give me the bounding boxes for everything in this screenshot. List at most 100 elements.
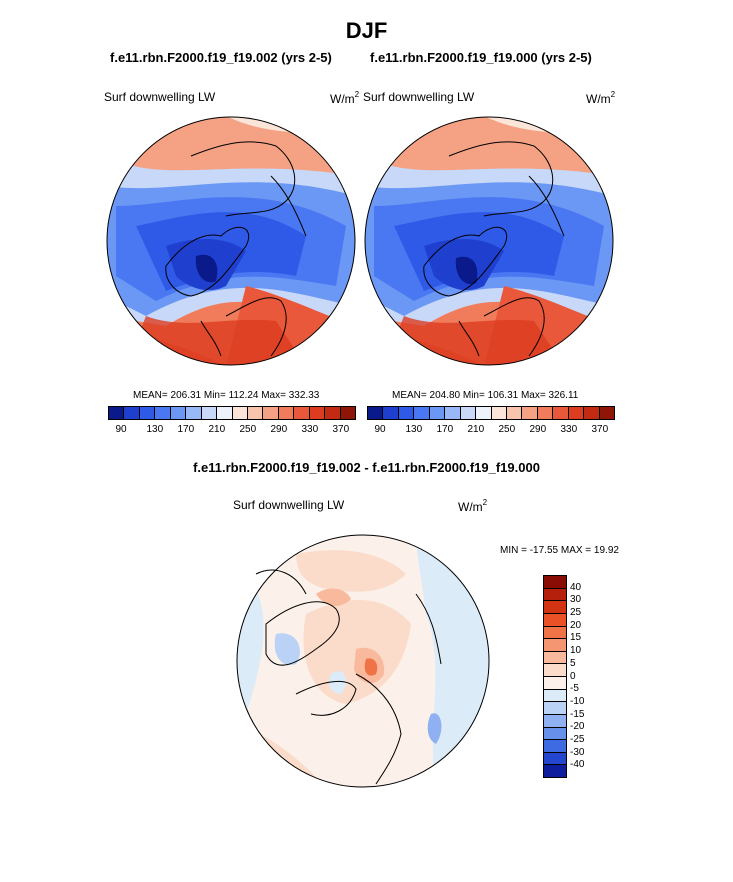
right-colorbar-box bbox=[429, 407, 446, 419]
right-colorbar-box bbox=[506, 407, 523, 419]
left-case-title: f.e11.rbn.F2000.f19_f19.002 (yrs 2-5) bbox=[110, 50, 332, 65]
left-colorbar-tick: 90 bbox=[115, 424, 127, 435]
left-colorbar-tick: 290 bbox=[270, 424, 288, 435]
diff-colorbar-box bbox=[544, 752, 566, 766]
right-colorbar-tick: 290 bbox=[529, 424, 547, 435]
diff-colorbar-box bbox=[544, 651, 566, 665]
left-colorbar-tick: 130 bbox=[146, 424, 164, 435]
right-colorbar-box bbox=[460, 407, 477, 419]
left-colorbar bbox=[108, 406, 356, 420]
diff-colorbar-tick: -5 bbox=[570, 683, 579, 695]
diff-colorbar-box bbox=[544, 639, 566, 652]
right-case-title: f.e11.rbn.F2000.f19_f19.000 (yrs 2-5) bbox=[370, 50, 592, 65]
right-stats: MEAN= 204.80 Min= 106.31 Max= 326.11 bbox=[392, 390, 579, 401]
left-colorbar-box bbox=[217, 407, 233, 419]
left-colorbar-box bbox=[109, 407, 125, 419]
diff-unit-label: W/m2 bbox=[458, 498, 488, 514]
diff-colorbar-tick: 30 bbox=[570, 594, 582, 606]
diff-colorbar-box bbox=[544, 664, 566, 677]
left-unit-label: W/m2 bbox=[330, 90, 360, 106]
right-colorbar-box bbox=[414, 407, 430, 419]
left-colorbar-ticks: 90 130 170 210 250 290 330 370 bbox=[108, 424, 356, 438]
right-colorbar-box bbox=[553, 407, 569, 419]
left-variable-label: Surf downwelling LW bbox=[104, 90, 216, 104]
right-colorbar-tick: 210 bbox=[467, 424, 485, 435]
right-colorbar bbox=[367, 406, 615, 420]
diff-colorbar-tick: -25 bbox=[570, 733, 585, 745]
left-colorbar-tick: 210 bbox=[208, 424, 226, 435]
right-colorbar-box bbox=[537, 407, 554, 419]
right-colorbar-tick: 250 bbox=[498, 424, 516, 435]
left-colorbar-box bbox=[186, 407, 202, 419]
diff-colorbar-tick: 5 bbox=[570, 657, 576, 669]
right-colorbar-tick: 170 bbox=[436, 424, 454, 435]
right-polar-map bbox=[364, 116, 614, 366]
left-colorbar-tick: 170 bbox=[177, 424, 195, 435]
diff-colorbar-box bbox=[544, 677, 566, 690]
difference-polar-map bbox=[236, 534, 490, 788]
right-colorbar-tick: 130 bbox=[405, 424, 423, 435]
diff-colorbar-box bbox=[544, 740, 566, 753]
diff-colorbar bbox=[543, 575, 567, 778]
right-variable-label: Surf downwelling LW bbox=[363, 90, 475, 104]
diff-colorbar-box bbox=[544, 626, 566, 640]
right-colorbar-ticks: 90 130 170 210 250 290 330 370 bbox=[367, 424, 615, 438]
diff-colorbar-tick: -30 bbox=[570, 746, 585, 758]
diff-colorbar-tick: 10 bbox=[570, 645, 582, 657]
right-colorbar-box bbox=[445, 407, 461, 419]
diff-colorbar-box bbox=[544, 588, 566, 602]
diff-colorbar-box bbox=[544, 727, 566, 741]
left-colorbar-box bbox=[155, 407, 171, 419]
left-colorbar-box bbox=[309, 407, 326, 419]
left-colorbar-box bbox=[278, 407, 295, 419]
left-colorbar-box bbox=[170, 407, 187, 419]
left-colorbar-tick: 330 bbox=[301, 424, 319, 435]
right-colorbar-box bbox=[568, 407, 585, 419]
right-colorbar-tick: 90 bbox=[374, 424, 386, 435]
right-colorbar-tick: 370 bbox=[591, 424, 609, 435]
diff-colorbar-tick: 15 bbox=[570, 632, 582, 644]
right-colorbar-box bbox=[476, 407, 492, 419]
left-colorbar-box bbox=[139, 407, 156, 419]
right-colorbar-box bbox=[584, 407, 600, 419]
left-colorbar-box bbox=[201, 407, 218, 419]
left-colorbar-box bbox=[124, 407, 140, 419]
left-colorbar-box bbox=[247, 407, 264, 419]
diff-colorbar-box bbox=[544, 702, 566, 715]
left-polar-map bbox=[106, 116, 356, 366]
figure-title: DJF bbox=[345, 18, 388, 43]
right-colorbar-box bbox=[599, 407, 614, 419]
diff-colorbar-tick: -40 bbox=[570, 759, 585, 771]
right-colorbar-tick: 330 bbox=[560, 424, 578, 435]
diff-colorbar-box bbox=[544, 576, 566, 589]
diff-colorbar-tick: 25 bbox=[570, 607, 582, 619]
diff-colorbar-ticks: 40 30 25 20 15 10 5 0 -5 -10 -15 -20 -25 -30 -40 bbox=[570, 575, 610, 778]
diff-colorbar-tick: -20 bbox=[570, 721, 585, 733]
diff-stats: MIN = -17.55 MAX = 19.92 bbox=[500, 545, 619, 556]
left-colorbar-box bbox=[232, 407, 248, 419]
right-unit-label: W/m2 bbox=[586, 90, 616, 106]
right-colorbar-box bbox=[491, 407, 507, 419]
diff-colorbar-tick: 0 bbox=[570, 670, 576, 682]
right-colorbar-box bbox=[383, 407, 399, 419]
diff-colorbar-tick: -15 bbox=[570, 708, 585, 720]
diff-colorbar-tick: 20 bbox=[570, 619, 582, 631]
difference-title: f.e11.rbn.F2000.f19_f19.002 - f.e11.rbn.… bbox=[193, 460, 540, 475]
right-colorbar-box bbox=[368, 407, 384, 419]
diff-colorbar-tick: -10 bbox=[570, 695, 585, 707]
diff-colorbar-box bbox=[544, 689, 566, 703]
left-colorbar-tick: 370 bbox=[332, 424, 350, 435]
diff-colorbar-tick: 40 bbox=[570, 581, 582, 593]
diff-variable-label: Surf downwelling LW bbox=[233, 498, 345, 512]
left-colorbar-box bbox=[340, 407, 355, 419]
left-colorbar-box bbox=[263, 407, 279, 419]
diff-colorbar-box bbox=[544, 714, 566, 728]
right-colorbar-box bbox=[522, 407, 538, 419]
diff-colorbar-box bbox=[544, 601, 566, 614]
diff-colorbar-box bbox=[544, 613, 566, 627]
left-colorbar-box bbox=[325, 407, 341, 419]
left-colorbar-box bbox=[294, 407, 310, 419]
right-colorbar-box bbox=[398, 407, 415, 419]
diff-colorbar-box bbox=[544, 765, 566, 777]
left-stats: MEAN= 206.31 Min= 112.24 Max= 332.33 bbox=[133, 390, 320, 401]
